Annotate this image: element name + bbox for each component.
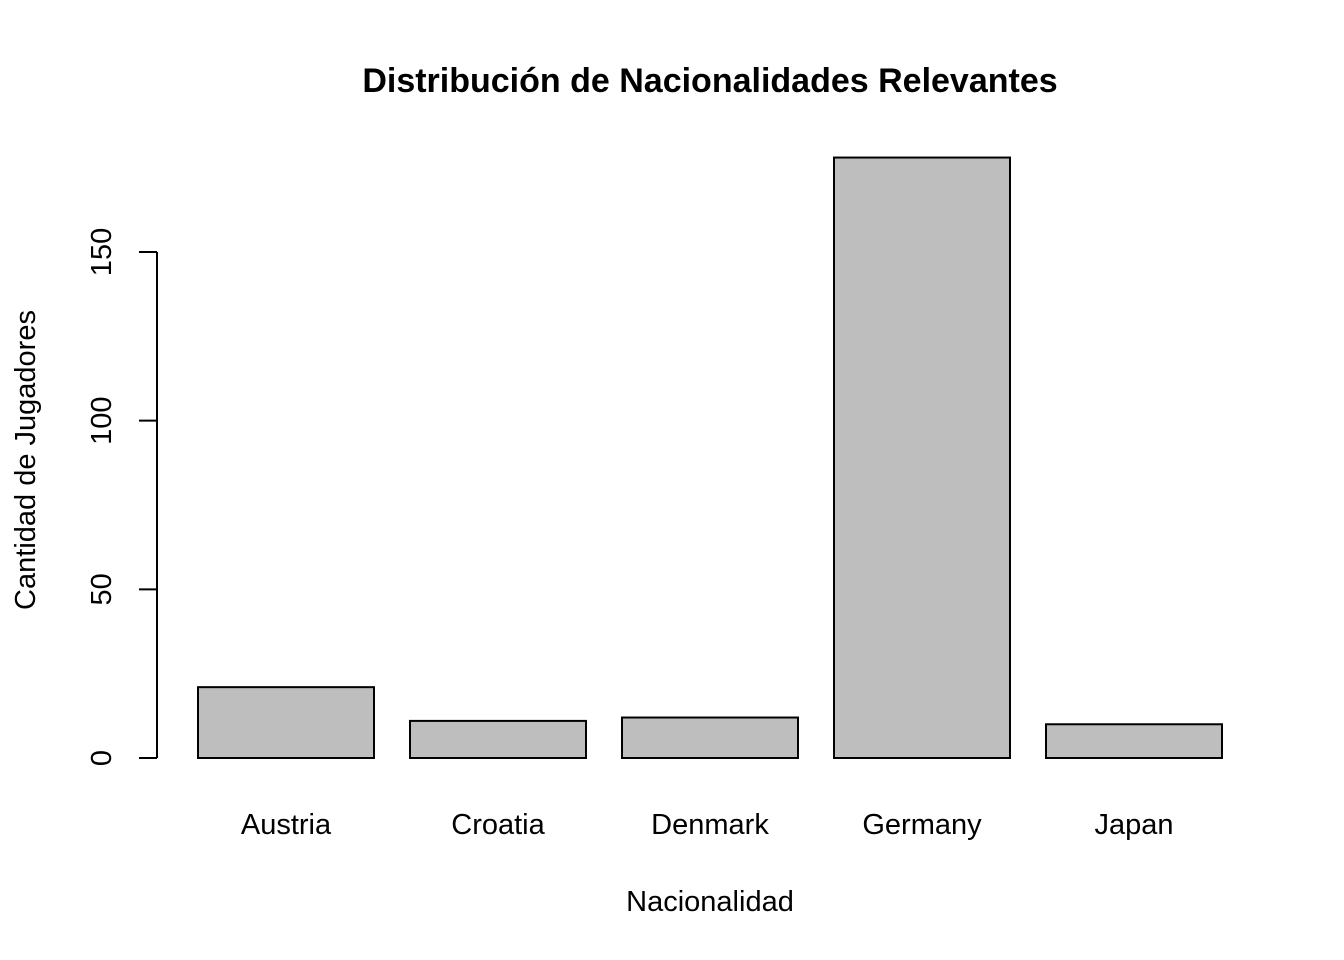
- bar-croatia: [409, 719, 587, 759]
- y-axis-label: Cantidad de Jugadores: [10, 310, 42, 610]
- bars: [197, 156, 1223, 760]
- bar-austria: [197, 686, 375, 759]
- x-axis-label: Nacionalidad: [626, 886, 794, 918]
- y-tick-label-50: 50: [86, 573, 118, 605]
- x-tick-label-denmark: Denmark: [651, 809, 769, 841]
- bar-japan: [1045, 723, 1223, 759]
- x-tick-label-japan: Japan: [1094, 809, 1173, 841]
- x-tick-label-austria: Austria: [241, 809, 332, 841]
- y-axis-ticks: 0 50 100 150: [86, 228, 157, 766]
- bar-denmark: [621, 716, 799, 760]
- x-tick-label-croatia: Croatia: [451, 809, 545, 841]
- y-tick-label-100: 100: [86, 396, 118, 444]
- bar-germany: [833, 156, 1011, 759]
- chart-title: Distribución de Nacionalidades Relevante…: [362, 62, 1057, 100]
- x-axis-tick-labels: Austria Croatia Denmark Germany Japan: [241, 809, 1174, 841]
- y-tick-label-0: 0: [86, 750, 118, 766]
- x-tick-label-germany: Germany: [862, 809, 982, 841]
- y-tick-label-150: 150: [86, 228, 118, 276]
